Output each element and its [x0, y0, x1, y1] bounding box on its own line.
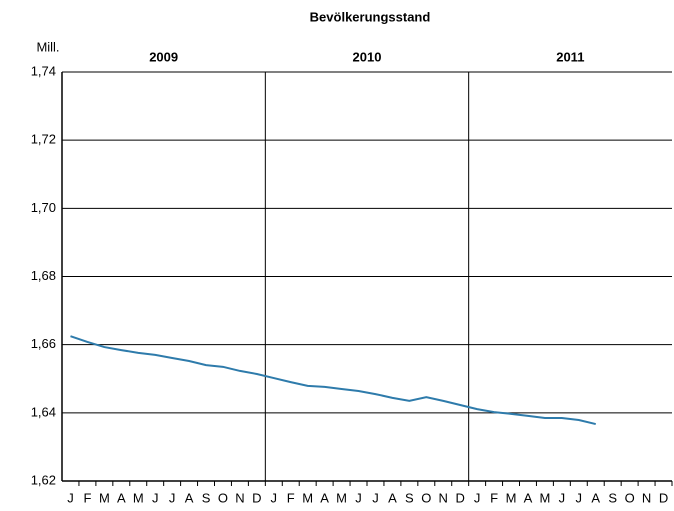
x-tick-label: M — [302, 490, 313, 505]
x-tick-label: J — [152, 490, 159, 505]
y-tick-label: 1,74 — [31, 63, 56, 78]
x-tick-label: M — [336, 490, 347, 505]
x-tick-label: A — [320, 490, 329, 505]
x-tick-label: M — [539, 490, 550, 505]
x-tick-label: J — [559, 490, 566, 505]
chart-title: Bevölkerungsstand — [310, 9, 431, 24]
x-tick-label: A — [524, 490, 533, 505]
x-tick-label: N — [439, 490, 448, 505]
x-tick-label: O — [218, 490, 228, 505]
y-tick-label: 1,70 — [31, 200, 56, 215]
x-tick-label: M — [506, 490, 517, 505]
x-tick-label: J — [372, 490, 379, 505]
x-tick-label: F — [83, 490, 91, 505]
x-tick-label: A — [185, 490, 194, 505]
x-tick-label: J — [271, 490, 278, 505]
x-tick-label: D — [252, 490, 261, 505]
x-tick-label: J — [67, 490, 74, 505]
x-tick-label: N — [235, 490, 244, 505]
y-tick-label: 1,66 — [31, 336, 56, 351]
x-tick-label: S — [405, 490, 414, 505]
x-tick-label: M — [99, 490, 110, 505]
x-tick-label: J — [169, 490, 176, 505]
x-tick-label: F — [490, 490, 498, 505]
x-tick-label: J — [355, 490, 362, 505]
x-tick-label: A — [388, 490, 397, 505]
x-tick-label: S — [608, 490, 617, 505]
y-tick-label: 1,64 — [31, 404, 56, 419]
x-tick-label: S — [202, 490, 211, 505]
y-tick-label: 1,62 — [31, 472, 56, 487]
x-tick-label: M — [133, 490, 144, 505]
x-tick-label: J — [474, 490, 481, 505]
x-tick-label: D — [455, 490, 464, 505]
series-line — [70, 335, 596, 426]
x-tick-label: A — [117, 490, 126, 505]
year-label: 2009 — [149, 49, 178, 64]
y-unit: Mill. — [36, 39, 59, 54]
x-tick-label: D — [659, 490, 668, 505]
y-tick-label: 1,72 — [31, 132, 56, 147]
x-tick-label: A — [591, 490, 600, 505]
y-tick-label: 1,68 — [31, 268, 56, 283]
x-tick-label: J — [576, 490, 583, 505]
x-tick-label: O — [625, 490, 635, 505]
x-tick-label: O — [421, 490, 431, 505]
x-tick-label: N — [642, 490, 651, 505]
year-label: 2011 — [556, 49, 584, 64]
year-label: 2010 — [353, 49, 382, 64]
x-tick-label: F — [287, 490, 295, 505]
